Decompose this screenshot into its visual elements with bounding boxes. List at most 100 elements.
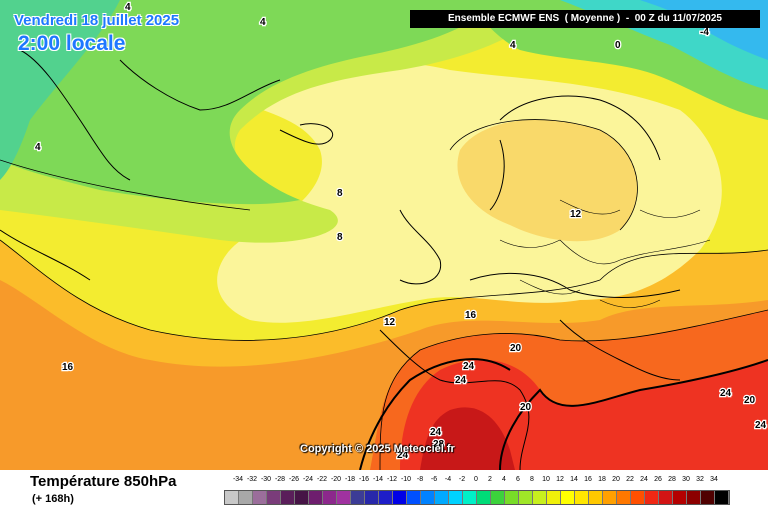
color-scale-tick: 0	[474, 476, 478, 483]
color-scale-ticks: -34 -32 -30 -28 -26 -24 -22 -20 -18 -16 -14 -12 -10-…	[0, 476, 768, 490]
color-scale-swatch	[435, 491, 449, 504]
color-scale-swatch	[365, 491, 379, 504]
color-scale-tick: 8	[530, 476, 534, 483]
color-scale-swatch	[547, 491, 561, 504]
isotherm-label-24: 24	[720, 388, 732, 399]
color-scale-tick: -6	[430, 476, 438, 483]
lead-time: (+ 168h)	[32, 493, 74, 505]
isotherm-label-minus4: -4	[700, 27, 709, 38]
color-scale-tick: -10	[400, 476, 412, 483]
isotherm-label-24: 24	[455, 375, 467, 386]
color-scale-tick: -12	[386, 476, 398, 483]
color-scale-tick: -14	[372, 476, 384, 483]
color-scale-swatch	[295, 491, 309, 504]
color-scale-swatch	[379, 491, 393, 504]
color-scale-tick: -22	[316, 476, 328, 483]
forecast-time: 2:00 locale	[18, 32, 126, 55]
color-scale-swatch	[463, 491, 477, 504]
color-scale-tick: 18	[598, 476, 606, 483]
color-scale-tick: 14	[570, 476, 578, 483]
isotherm-label-4: 4	[125, 2, 131, 13]
copyright-notice: Copyright © 2025 Meteociel.fr	[300, 443, 455, 455]
color-scale-swatch	[533, 491, 547, 504]
color-scale-tick: 32	[696, 476, 704, 483]
color-scale-swatch	[477, 491, 491, 504]
color-scale-swatch	[253, 491, 267, 504]
temp-band-minus4	[0, 0, 120, 180]
isotherm-label-4: 4	[35, 142, 41, 153]
color-scale-bar	[224, 490, 730, 505]
color-scale-tick: 26	[654, 476, 662, 483]
forecast-date: Vendredi 18 juillet 2025	[14, 12, 180, 29]
color-scale-tick: 20	[612, 476, 620, 483]
color-scale-swatch	[519, 491, 533, 504]
color-scale-tick: 10	[542, 476, 550, 483]
isotherm-label-0: 0	[615, 40, 621, 51]
parameter-title: Température 850hPa	[30, 473, 177, 490]
color-scale-swatch	[337, 491, 351, 504]
color-scale-tick: 30	[682, 476, 690, 483]
isotherm-label-4: 4	[260, 17, 266, 28]
color-scale-swatch	[309, 491, 323, 504]
color-scale-swatch	[687, 491, 701, 504]
temp-band-0	[0, 0, 500, 205]
color-scale-tick: -16	[358, 476, 370, 483]
isotherm-label-12: 12	[570, 209, 582, 220]
isotherm-label-24: 24	[430, 427, 442, 438]
color-scale-tick: -24	[302, 476, 314, 483]
isotherm-label-20: 20	[520, 402, 532, 413]
isotherm-label-24: 24	[397, 450, 409, 461]
color-scale-swatch	[659, 491, 673, 504]
color-scale-swatch	[701, 491, 715, 504]
color-scale-swatch	[351, 491, 365, 504]
color-scale-swatch	[589, 491, 603, 504]
color-scale-swatch	[603, 491, 617, 504]
isotherm-label-8: 8	[337, 188, 343, 199]
color-scale-swatch	[561, 491, 575, 504]
isotherm-20-bold	[359, 358, 511, 470]
isotherm-label-24: 24	[463, 361, 475, 372]
isotherm-label-28: 28	[433, 439, 445, 450]
color-scale-tick: 28	[668, 476, 676, 483]
color-scale-swatch	[645, 491, 659, 504]
color-scale-swatch	[715, 491, 729, 504]
color-scale-tick: 4	[502, 476, 506, 483]
color-scale-swatch	[617, 491, 631, 504]
color-scale-swatch	[631, 491, 645, 504]
color-scale-tick: 16	[584, 476, 592, 483]
isotherm-contours	[0, 119, 768, 470]
isotherm-24-bold	[499, 359, 768, 470]
isotherm-label-4: 4	[510, 40, 516, 51]
color-scale-tick: 24	[640, 476, 648, 483]
model-run-banner: Ensemble ECMWF ENS ( Moyenne ) - 00 Z du…	[410, 10, 760, 28]
isotherm-label-20: 20	[744, 395, 756, 406]
color-scale-tick: -8	[416, 476, 424, 483]
color-scale-tick: -34	[232, 476, 244, 483]
color-scale-tick: -26	[288, 476, 300, 483]
color-scale-tick: -32	[246, 476, 258, 483]
color-scale-swatch	[505, 491, 519, 504]
color-scale-tick: -28	[274, 476, 286, 483]
color-scale-swatch	[281, 491, 295, 504]
color-scale-swatch	[393, 491, 407, 504]
color-scale-swatch	[267, 491, 281, 504]
country-borders	[499, 199, 711, 308]
color-scale-tick: -30	[260, 476, 272, 483]
isotherm-label-24: 24	[755, 420, 767, 431]
color-scale-tick: 12	[556, 476, 564, 483]
isotherm-label-12: 12	[384, 317, 396, 328]
color-scale-tick: 2	[488, 476, 492, 483]
coastlines	[0, 49, 681, 470]
color-scale-swatch	[673, 491, 687, 504]
color-scale-tick: -2	[458, 476, 466, 483]
temp-band-28	[420, 407, 515, 470]
color-scale-tick: -4	[444, 476, 452, 483]
color-scale-swatch	[575, 491, 589, 504]
color-scale-tick: -20	[330, 476, 342, 483]
color-scale-tick: 34	[710, 476, 718, 483]
color-scale-swatch	[449, 491, 463, 504]
color-scale-tick: 6	[516, 476, 520, 483]
